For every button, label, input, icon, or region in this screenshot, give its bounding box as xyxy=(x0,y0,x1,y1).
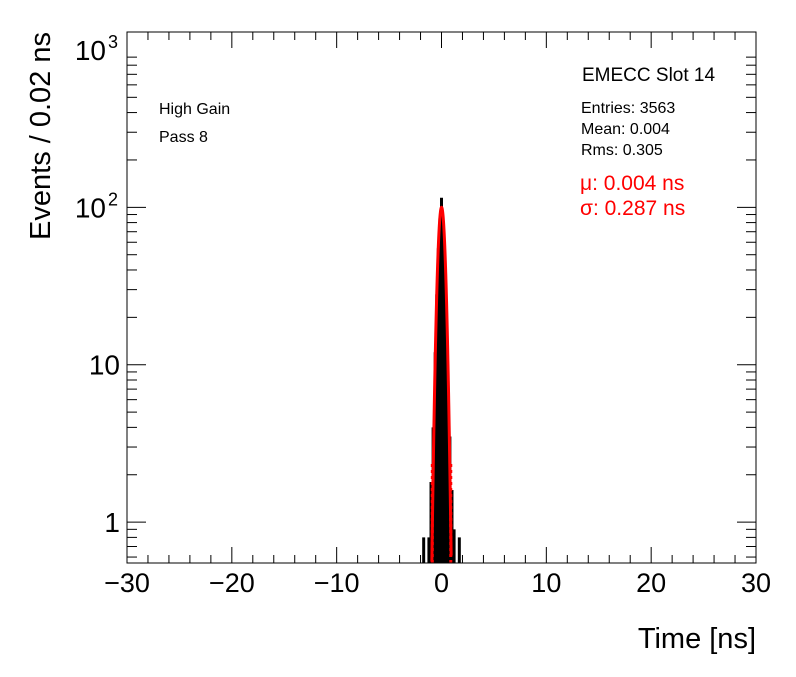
y-tick-label: 10 xyxy=(75,192,106,223)
pass-annotation: Pass 8 xyxy=(159,129,208,146)
fit-sigma-label: σ: 0.287 ns xyxy=(580,197,685,220)
y-tick-exponent: 2 xyxy=(108,189,118,209)
x-tick-label: 0 xyxy=(434,568,449,598)
fit-dots xyxy=(430,462,453,563)
fit-mu-label: μ: 0.004 ns xyxy=(580,172,684,195)
y-tick-label: 10 xyxy=(75,35,106,66)
x-tick-label: 20 xyxy=(636,568,666,598)
x-tick-label: 10 xyxy=(531,568,561,598)
x-axis-ticks xyxy=(126,32,757,563)
x-tick-label: 30 xyxy=(741,568,771,598)
x-tick-label: −30 xyxy=(104,568,150,598)
x-axis-label: Time [ns] xyxy=(638,623,756,655)
y-axis-label: Events / 0.02 ns xyxy=(25,32,57,240)
y-tick-label: 1 xyxy=(104,507,120,538)
stats-mean: Mean: 0.004 xyxy=(581,121,670,138)
stats-entries: Entries: 3563 xyxy=(581,100,675,117)
fit-curve xyxy=(430,205,453,562)
y-tick-exponent: 3 xyxy=(108,32,118,52)
x-tick-labels: −30 −20 −10 0 10 20 30 xyxy=(104,568,771,598)
y-axis-ticks xyxy=(127,56,756,558)
y-tick-label: 10 xyxy=(89,350,120,381)
chart-title: EMECC Slot 14 xyxy=(582,65,715,86)
gain-annotation: High Gain xyxy=(159,101,230,118)
x-tick-label: −10 xyxy=(314,568,360,598)
stats-rms: Rms: 0.305 xyxy=(581,142,663,159)
x-tick-label: −20 xyxy=(209,568,255,598)
